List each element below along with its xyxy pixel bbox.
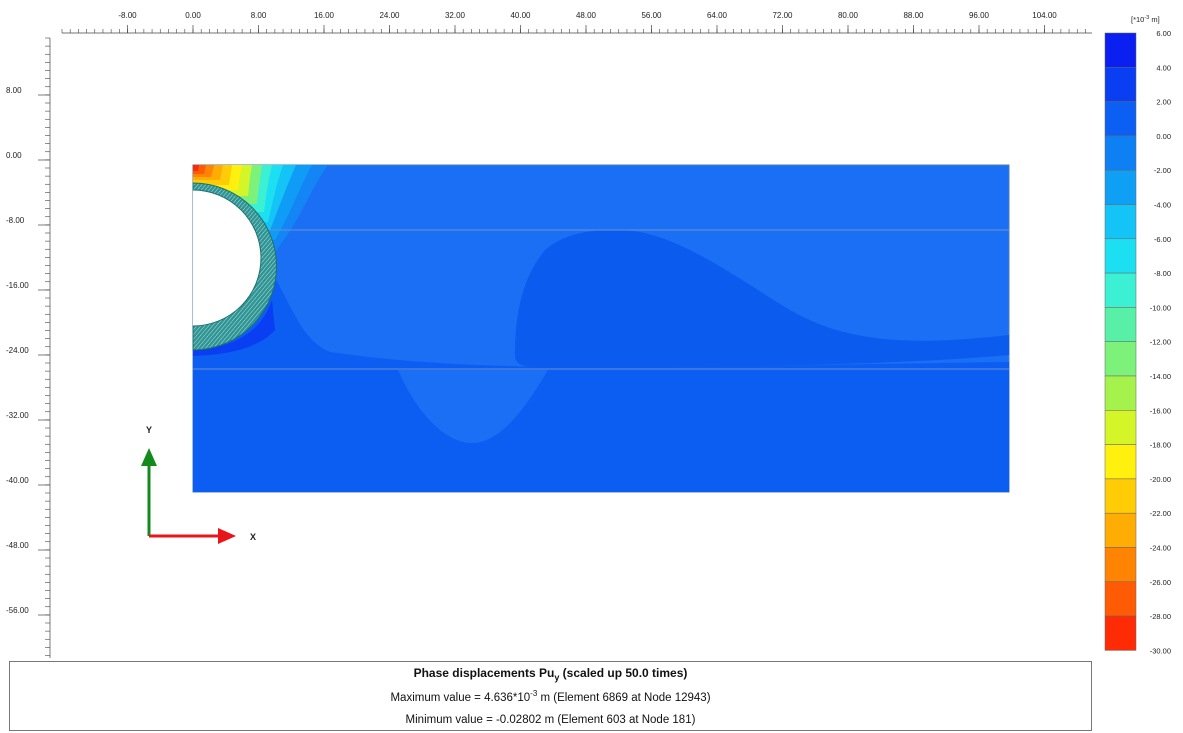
results-info-box: Phase displacements Puy (scaled up 50.0 … [9, 661, 1092, 731]
x-tick-label: 24.00 [379, 11, 400, 20]
y-tick-label: -24.00 [6, 346, 29, 355]
model-view[interactable]: -8.00 0.00 8.00 16.00 24.00 32.00 40.00 48.00 56… [0, 0, 1183, 660]
results-title: Phase displacements Puy (scaled up 50.0 … [413, 666, 688, 683]
y-tick-label: -8.00 [6, 216, 25, 225]
x-tick-label: 104.00 [1032, 11, 1057, 20]
axis-indicator: Y X [141, 425, 256, 544]
legend-label: -22.00 [1150, 509, 1171, 518]
model-canvas[interactable]: -8.00 0.00 8.00 16.00 24.00 32.00 40.00 48.00 56… [0, 0, 1183, 660]
legend-label: -16.00 [1150, 406, 1171, 415]
x-tick-label: 96.00 [969, 11, 990, 20]
x-axis-arrowhead [218, 528, 236, 544]
y-tick-label: -48.00 [6, 541, 29, 550]
x-tick-label: 16.00 [314, 11, 335, 20]
legend-swatch [1104, 512, 1137, 548]
legend-swatch [1104, 615, 1137, 651]
x-tick-label: 64.00 [707, 11, 728, 20]
legend-swatch [1104, 444, 1137, 480]
y-axis-arrowhead [141, 448, 157, 466]
contour-deep-lower [193, 258, 1009, 492]
legend-swatch [1104, 307, 1137, 342]
x-tick-label: 48.00 [576, 11, 597, 20]
legend-swatch [1104, 169, 1137, 205]
x-tick-label: -8.00 [118, 11, 137, 20]
y-tick-label: -40.00 [6, 476, 29, 485]
legend-swatch [1104, 478, 1137, 514]
legend-swatch [1104, 67, 1137, 102]
legend-label: 2.00 [1156, 98, 1171, 107]
x-tick-label: 0.00 [185, 11, 201, 20]
legend-swatch [1104, 204, 1137, 240]
legend-label: 4.00 [1156, 63, 1171, 72]
y-tick-label: -16.00 [6, 281, 29, 290]
legend-swatch [1104, 135, 1137, 171]
maximum-value-text: Maximum value = 4.636*10-3 m (Element 68… [390, 689, 711, 704]
legend-swatch [1104, 238, 1137, 274]
legend-label: -28.00 [1150, 612, 1171, 621]
x-tick-label: 56.00 [641, 11, 662, 20]
legend-swatch [1104, 272, 1137, 308]
soil-domain[interactable] [192, 164, 1010, 493]
x-axis-label: X [250, 532, 256, 542]
legend-swatch [1104, 375, 1137, 411]
x-tick-label: 80.00 [838, 11, 859, 20]
legend-swatch [1104, 547, 1137, 583]
legend-label: -2.00 [1154, 166, 1171, 175]
left-ruler: 8.00 0.00 -8.00 -16.00 -24.00 -32.00 -40.00 -48… [6, 37, 51, 658]
tunnel-opening [193, 190, 261, 326]
contour-lower-lobe [398, 370, 548, 444]
tunnel-lining [192, 182, 277, 351]
x-tick-label: 32.00 [445, 11, 466, 20]
legend-label: -18.00 [1150, 441, 1171, 450]
minimum-value-text: Minimum value = -0.02802 m (Element 603 … [405, 714, 696, 726]
legend-swatch [1104, 101, 1137, 137]
legend-swatch [1104, 581, 1137, 617]
y-tick-label: -32.00 [6, 411, 29, 420]
x-tick-label: 72.00 [772, 11, 793, 20]
legend-label: 0.00 [1156, 132, 1171, 141]
x-tick-label: 40.00 [510, 11, 531, 20]
y-tick-label: -56.00 [6, 606, 29, 615]
legend-swatch [1104, 341, 1137, 377]
contour-band-13 [193, 165, 199, 171]
legend-label: -20.00 [1150, 475, 1171, 484]
legend-label: -14.00 [1150, 372, 1171, 381]
legend-label: -6.00 [1154, 235, 1171, 244]
legend-unit: [*10-3 m] [1131, 15, 1160, 24]
x-tick-label: 8.00 [251, 11, 267, 20]
x-tick-label: 88.00 [903, 11, 924, 20]
legend-label: -4.00 [1154, 201, 1171, 210]
y-tick-label: 8.00 [6, 86, 22, 95]
y-tick-label: 0.00 [6, 151, 22, 160]
y-axis-label: Y [146, 425, 152, 435]
color-legend: [*10-3 m] 6.00 4.00 2.00 0.00 -2.00 -4.00 -6.0… [1104, 15, 1171, 655]
legend-swatch [1104, 32, 1137, 68]
legend-label: -10.00 [1150, 303, 1171, 312]
legend-label: -26.00 [1150, 578, 1171, 587]
legend-label: -24.00 [1150, 544, 1171, 553]
legend-label: -8.00 [1154, 269, 1171, 278]
legend-label: -30.00 [1150, 646, 1171, 655]
contour-hump [515, 229, 1009, 368]
legend-label: -12.00 [1150, 338, 1171, 347]
legend-swatch [1104, 410, 1137, 445]
top-ruler: -8.00 0.00 8.00 16.00 24.00 32.00 40.00 48.00 56… [61, 11, 1092, 34]
contour-tunnel-bottom [193, 300, 275, 356]
legend-label: 6.00 [1156, 29, 1171, 38]
